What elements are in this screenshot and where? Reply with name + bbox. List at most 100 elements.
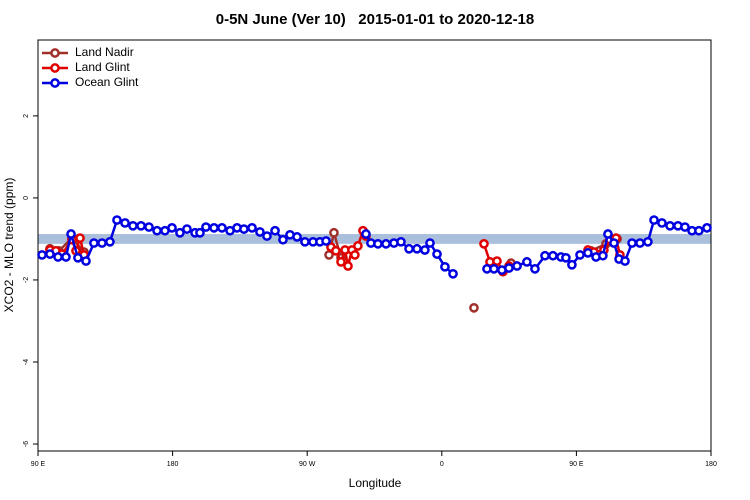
- data-point: [343, 261, 353, 271]
- data-point: [120, 218, 130, 228]
- data-point: [680, 222, 690, 232]
- plot-frame: [37, 39, 712, 452]
- data-point: [61, 252, 71, 262]
- data-point: [37, 250, 47, 260]
- data-point: [412, 243, 422, 254]
- y-tick-label: 0: [23, 196, 30, 200]
- data-point: [81, 256, 91, 266]
- data-point: [112, 215, 122, 225]
- data-point: [530, 264, 540, 274]
- x-tick-label: 90 E: [569, 461, 584, 468]
- y-tick-label: -6: [23, 441, 30, 447]
- data-point: [492, 256, 502, 266]
- data-point: [635, 238, 645, 248]
- x-tick-label: 180: [705, 461, 717, 468]
- data-point: [643, 236, 653, 247]
- data-point: [292, 232, 302, 242]
- data-point: [522, 257, 532, 267]
- y-tick-label: -4: [23, 359, 30, 365]
- data-point: [567, 259, 577, 270]
- data-point: [350, 250, 360, 260]
- legend-marker: [50, 78, 60, 88]
- data-point: [627, 238, 637, 248]
- data-point: [329, 227, 339, 238]
- data-point: [620, 256, 630, 266]
- data-point: [381, 239, 391, 249]
- y-tick-label: 2: [23, 114, 30, 118]
- data-point: [448, 268, 458, 279]
- x-tick-label: 90 E: [31, 461, 46, 468]
- data-point: [75, 233, 85, 243]
- data-point: [469, 302, 479, 313]
- data-point: [665, 220, 675, 231]
- data-point: [278, 234, 288, 245]
- data-point: [300, 236, 310, 247]
- data-point: [575, 250, 585, 260]
- legend-label: Land Glint: [75, 60, 130, 74]
- data-point: [583, 248, 593, 258]
- data-point: [239, 224, 249, 234]
- data-point: [649, 215, 659, 225]
- data-point: [479, 239, 489, 249]
- data-point: [373, 239, 383, 249]
- data-point: [144, 222, 154, 232]
- data-point: [136, 220, 146, 231]
- x-tick-label: 0: [440, 461, 444, 468]
- data-point: [247, 223, 257, 233]
- data-point: [425, 238, 435, 248]
- data-point: [396, 236, 406, 247]
- data-point: [598, 250, 608, 261]
- data-point: [404, 243, 414, 254]
- data-point: [45, 249, 55, 259]
- data-point: [694, 225, 704, 236]
- data-point: [321, 236, 331, 246]
- data-point: [561, 252, 571, 263]
- data-point: [167, 223, 177, 233]
- data-point: [105, 236, 115, 247]
- data-point: [152, 225, 162, 236]
- data-point: [209, 223, 219, 233]
- legend-label: Ocean Glint: [75, 75, 139, 89]
- chart-title: 0-5N June (Ver 10) 2015-01-01 to 2020-12…: [216, 11, 535, 28]
- data-point: [504, 263, 514, 273]
- data-point: [420, 245, 430, 255]
- data-point: [609, 238, 619, 248]
- data-point: [97, 238, 107, 248]
- legend-label: Land Nadir: [75, 45, 134, 59]
- data-point: [489, 264, 499, 274]
- data-point: [270, 225, 280, 236]
- data-point: [73, 252, 83, 263]
- x-tick-label: 90 W: [299, 461, 316, 468]
- x-axis-label: Longitude: [349, 476, 402, 490]
- data-point: [361, 229, 371, 239]
- data-point: [331, 245, 341, 256]
- data-point: [540, 250, 550, 261]
- legend-marker: [50, 63, 60, 73]
- data-point: [89, 238, 99, 248]
- data-point: [548, 250, 558, 261]
- series-line: [330, 227, 368, 267]
- data-point: [353, 241, 363, 251]
- data-point: [432, 249, 442, 259]
- data-point: [336, 257, 346, 267]
- data-point: [262, 231, 272, 241]
- data-point: [53, 252, 63, 262]
- x-tick-label: 180: [167, 461, 179, 468]
- data-point: [657, 218, 667, 228]
- data-point: [128, 220, 138, 231]
- data-point: [255, 227, 265, 237]
- y-axis-label: XCO2 - MLO trend (ppm): [2, 178, 16, 313]
- data-point: [702, 223, 712, 233]
- legend-marker: [50, 48, 60, 58]
- reference-band: [38, 234, 711, 244]
- data-point: [182, 224, 192, 234]
- data-point: [175, 227, 185, 238]
- data-point: [440, 261, 450, 272]
- data-point: [66, 229, 76, 239]
- data-point: [201, 222, 211, 232]
- data-point: [603, 229, 613, 239]
- data-point: [512, 261, 522, 271]
- y-tick-label: -2: [23, 277, 30, 283]
